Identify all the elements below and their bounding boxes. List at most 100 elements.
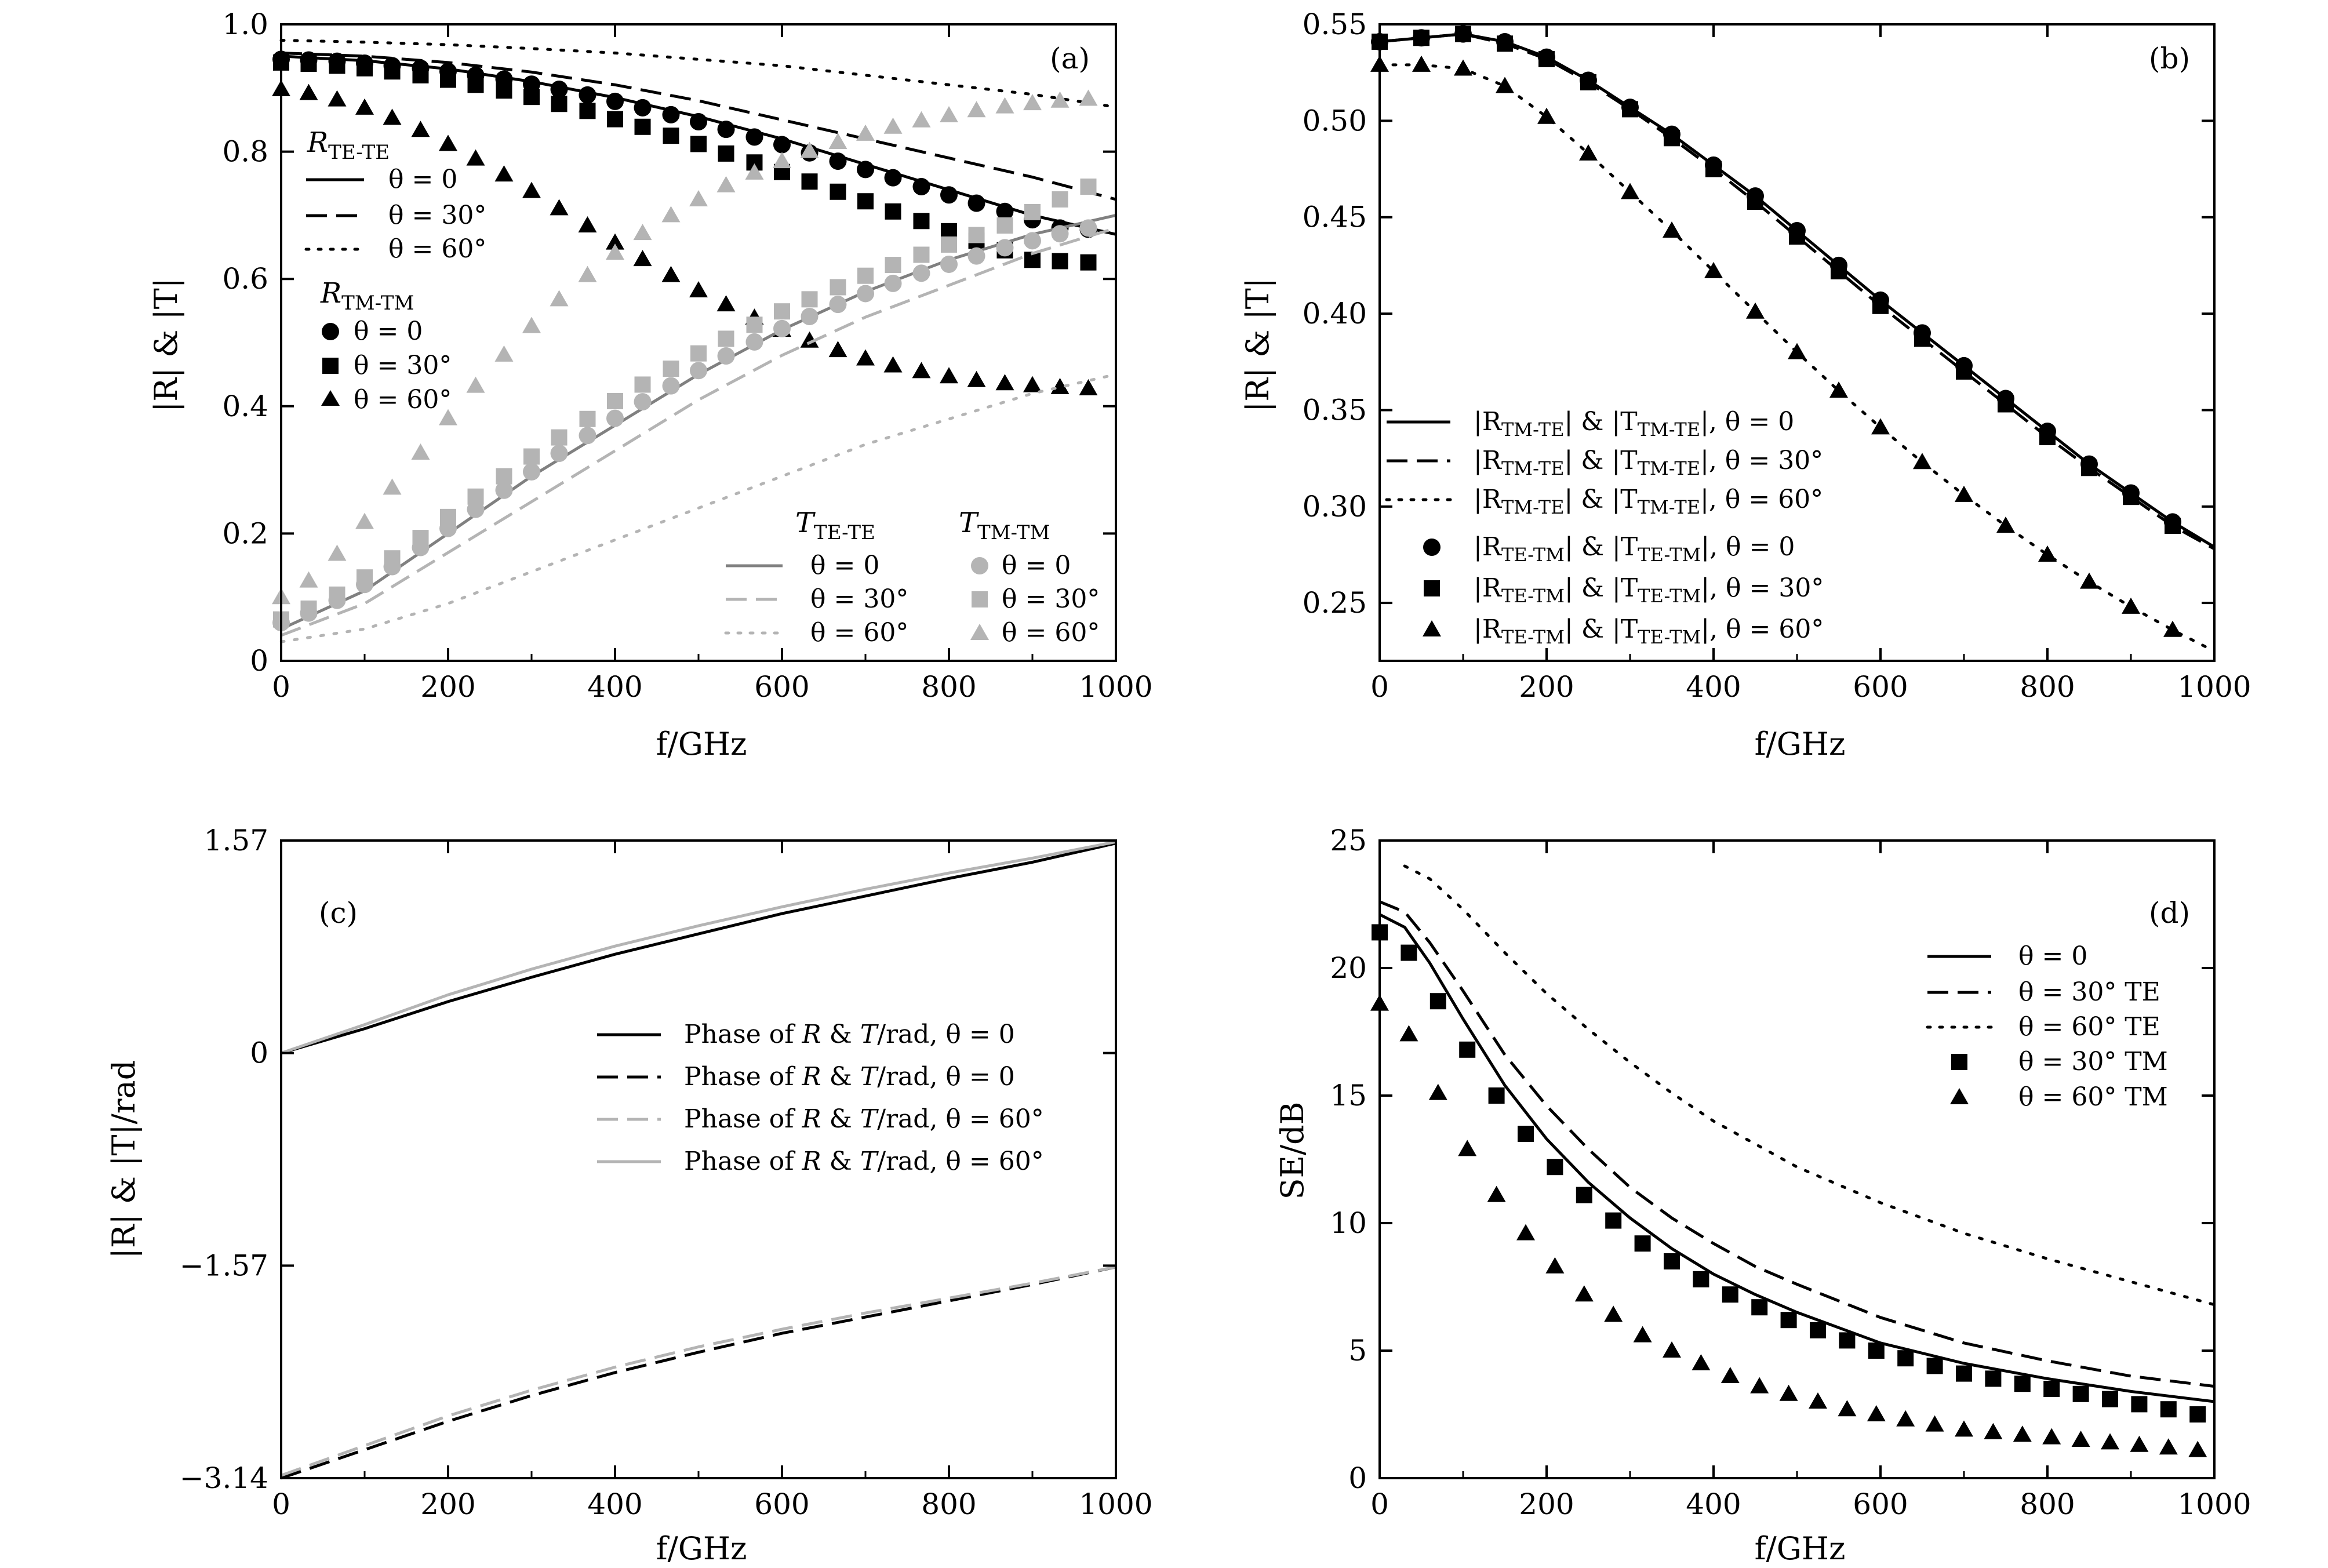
panel-c-plot-area — [281, 840, 1116, 1480]
panel-a-series-3-point — [606, 92, 624, 110]
panel-a-series-10-point — [440, 508, 456, 525]
panel-b-series-5-point — [1788, 343, 1806, 359]
panel-a-series-5-point — [828, 341, 847, 358]
panel-d-series-3-point — [1459, 1041, 1476, 1058]
panel-b-series-5-point — [1579, 144, 1598, 161]
panel-a-series-5-point — [383, 108, 402, 125]
panel-a-series-9-point — [1051, 225, 1069, 243]
panel-a-legend-r-te-title: RTE-TE — [307, 126, 390, 164]
panel-c-legend-2: Phase of R & T/rad, θ = 60° — [684, 1104, 1044, 1134]
panel-d-series-4-point — [1516, 1224, 1535, 1240]
panel-a-series-10-point — [801, 291, 818, 308]
panel-d-series-4-point — [2130, 1435, 2149, 1452]
panel-b-series-4-point — [1455, 26, 1471, 42]
panel-a-series-9-point — [1024, 232, 1041, 250]
panel-d-series-3-point — [1429, 993, 1446, 1010]
panel-a-series-11-point — [411, 443, 430, 460]
panel-b-series-5-point — [1496, 77, 1514, 93]
panel-d-ytick-label: 10 — [1330, 1206, 1367, 1240]
panel-d-legend-3: θ = 30° TM — [2018, 1047, 2168, 1076]
panel-d-series-3-point — [2160, 1401, 2177, 1418]
panel-a-series-5-point — [355, 98, 374, 115]
panel-a-series-11-point — [800, 141, 819, 158]
panel-d-series-4-point — [1779, 1384, 1798, 1401]
panel-d-plot-area — [1370, 864, 2216, 1457]
legend-marker-triangle — [321, 390, 340, 406]
panel-a-ytick-label: 0.4 — [222, 390, 268, 423]
panel-b-xtick-label: 800 — [2020, 670, 2075, 704]
panel-a-legend-r-tm: RTM-TM θ = 0 θ = 30° θ = 60° — [320, 277, 452, 414]
panel-a-legend-t-tm-0: θ = 0 — [1002, 551, 1071, 580]
panel-a-series-3-point — [745, 128, 763, 146]
panel-b-series-4-point — [1664, 130, 1680, 147]
panel-d-series-4-point — [1458, 1140, 1477, 1156]
panel-d-ytick-label: 25 — [1330, 824, 1367, 857]
panel-a-legend-t-tm-1: θ = 30° — [1002, 584, 1100, 614]
panel-a-series-11-point — [716, 176, 736, 192]
panel-d-series-4-point — [2101, 1433, 2119, 1450]
panel-a-xtick-label: 200 — [420, 670, 475, 704]
legend-marker-square — [1424, 580, 1440, 596]
panel-a-series-9-point — [884, 274, 902, 292]
panel-a-plot-area — [272, 39, 1118, 643]
panel-a-legend-r-tm-title: RTM-TM — [320, 277, 414, 315]
panel-a-series-10-point — [885, 257, 901, 274]
panel-d-series-4-point — [1692, 1354, 1711, 1370]
panel-a-series-9-point — [829, 296, 847, 314]
panel-b-series-4-point — [1956, 363, 1972, 380]
panel-a-series-10-point — [941, 236, 957, 253]
panel-a-series-5-point — [550, 199, 569, 216]
panel-b-series-4-point — [1747, 194, 1763, 210]
panel-b-series-4-point — [1914, 330, 1930, 347]
panel-d-series-3-point — [2043, 1381, 2060, 1397]
panel-a-xtick-label: 800 — [921, 670, 976, 704]
panel-a-series-11-point — [466, 376, 485, 393]
panel-d-tag: (d) — [2149, 896, 2190, 930]
panel-a-series-3-point — [996, 202, 1014, 220]
panel-b-series-5-point — [1412, 55, 1431, 72]
panel-d-series-4-point — [1399, 1025, 1418, 1042]
panel-a-series-4-point — [1080, 254, 1097, 271]
panel-a-series-11-point — [745, 163, 764, 180]
panel-d-legend-0: θ = 0 — [2018, 941, 2087, 971]
panel-a-legend-t-te-2: θ = 60° — [810, 618, 908, 647]
panel-a-series-10-point — [1024, 203, 1041, 220]
panel-d-series-3-point — [2131, 1396, 2148, 1413]
legend-marker-circle — [971, 557, 988, 574]
panel-a-series-5-point — [689, 281, 708, 297]
panel-a-legend-r-tm-1: θ = 30° — [354, 351, 452, 380]
panel-a-series-5-point — [800, 331, 819, 348]
panel-a-series-4-point — [607, 111, 623, 128]
panel-d-series-4-point — [2042, 1428, 2061, 1445]
panel-a-legend-r-tm-0: θ = 0 — [354, 316, 423, 346]
panel-d-legend: θ = 0 θ = 30° TE θ = 60° TE θ = 30° TM θ… — [1926, 941, 2168, 1112]
panel-b-series-4-point — [2081, 460, 2097, 476]
panel-b-series-5-point — [1746, 302, 1765, 319]
panel-a-series-10-point — [690, 345, 707, 362]
panel-a-series-11-point — [299, 571, 318, 588]
panel-a-series-3-point — [717, 121, 735, 139]
panel-b: 0 200 400 600 800 1000 0.25 0.30 0.35 0.40 0.45 0.5… — [1239, 8, 2251, 762]
panel-a-series-3-point — [912, 177, 930, 195]
legend-marker-square — [1951, 1054, 1967, 1070]
panel-d-ytick-label: 5 — [1348, 1334, 1367, 1367]
panel-b-series-5-point — [2038, 545, 2057, 562]
panel-c-ytick-label: −1.57 — [180, 1249, 268, 1282]
panel-d-legend-1: θ = 30° TE — [2018, 977, 2160, 1007]
panel-b-series-4-point — [2165, 518, 2181, 534]
panel-a-series-4-point — [523, 89, 540, 105]
panel-b-plot-area — [1370, 25, 2216, 653]
panel-a-series-10-point — [1080, 178, 1097, 195]
panel-a-tag: (a) — [1050, 42, 1090, 75]
panel-b-series-4-point — [1998, 396, 2014, 413]
panel-b-legend-3: |RTE-TM| & |TTE-TM|, θ = 0 — [1474, 532, 1795, 566]
panel-d-series-3-point — [1780, 1312, 1797, 1329]
panel-a-series-10-point — [551, 429, 568, 446]
panel-b-series-2-line — [1378, 63, 2216, 653]
panel-d-ytick-label: 20 — [1330, 951, 1367, 985]
panel-a-legend-t-tm-2: θ = 60° — [1002, 618, 1100, 647]
panel-d-series-4-point — [1428, 1083, 1447, 1100]
legend-marker-square — [322, 358, 339, 374]
panel-a-series-11-point — [355, 512, 374, 529]
panel-a-series-9-point — [912, 264, 930, 282]
